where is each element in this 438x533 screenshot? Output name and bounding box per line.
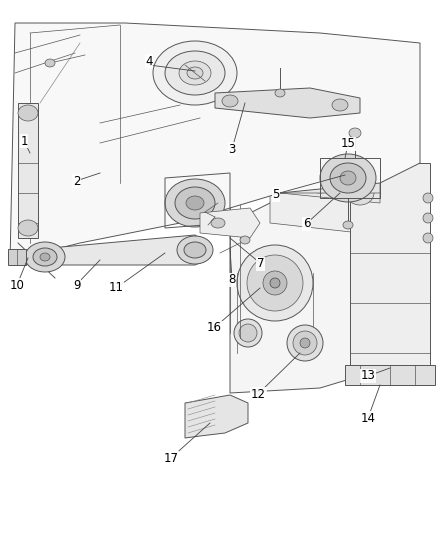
Ellipse shape (349, 128, 361, 138)
Ellipse shape (184, 242, 206, 258)
Ellipse shape (153, 41, 237, 105)
Ellipse shape (239, 324, 257, 342)
Ellipse shape (423, 233, 433, 243)
Polygon shape (8, 249, 26, 265)
Ellipse shape (340, 171, 356, 185)
Ellipse shape (33, 248, 57, 266)
Ellipse shape (25, 242, 65, 272)
Ellipse shape (332, 99, 348, 111)
Text: 8: 8 (229, 273, 236, 286)
Ellipse shape (165, 179, 225, 227)
Polygon shape (28, 235, 210, 265)
Text: 10: 10 (10, 279, 25, 292)
Text: 3: 3 (229, 143, 236, 156)
Text: 2: 2 (73, 175, 81, 188)
Ellipse shape (222, 95, 238, 107)
Text: 4: 4 (145, 55, 153, 68)
Polygon shape (200, 208, 260, 238)
Text: 11: 11 (109, 281, 124, 294)
Ellipse shape (263, 271, 287, 295)
Ellipse shape (423, 193, 433, 203)
Text: 1: 1 (20, 135, 28, 148)
Polygon shape (235, 133, 380, 193)
Ellipse shape (18, 105, 38, 121)
Ellipse shape (40, 253, 50, 261)
Polygon shape (270, 143, 420, 233)
Polygon shape (10, 23, 420, 263)
Ellipse shape (270, 278, 280, 288)
Text: 6: 6 (303, 217, 311, 230)
Text: 15: 15 (341, 138, 356, 150)
Polygon shape (280, 143, 380, 203)
Ellipse shape (287, 325, 323, 361)
Text: 7: 7 (257, 257, 265, 270)
Ellipse shape (234, 319, 262, 347)
Ellipse shape (330, 163, 366, 193)
Polygon shape (230, 153, 430, 393)
Ellipse shape (211, 218, 225, 228)
Ellipse shape (275, 89, 285, 97)
Ellipse shape (187, 67, 203, 79)
Polygon shape (18, 103, 38, 238)
Ellipse shape (175, 187, 215, 219)
Text: 5: 5 (272, 188, 279, 201)
Ellipse shape (18, 220, 38, 236)
Text: 17: 17 (163, 452, 178, 465)
Ellipse shape (343, 221, 353, 229)
Ellipse shape (45, 59, 55, 67)
Text: 16: 16 (207, 321, 222, 334)
Ellipse shape (300, 338, 310, 348)
Ellipse shape (423, 213, 433, 223)
Ellipse shape (179, 61, 211, 85)
Ellipse shape (247, 255, 303, 311)
Polygon shape (215, 88, 360, 118)
Polygon shape (345, 365, 435, 385)
Ellipse shape (346, 181, 374, 205)
Text: 12: 12 (251, 388, 266, 401)
Ellipse shape (293, 331, 317, 355)
Text: 9: 9 (73, 279, 81, 292)
Polygon shape (350, 163, 430, 385)
Ellipse shape (320, 154, 376, 202)
Ellipse shape (165, 51, 225, 95)
Ellipse shape (177, 236, 213, 264)
Polygon shape (185, 395, 248, 438)
Text: 14: 14 (360, 412, 375, 425)
Ellipse shape (240, 236, 250, 244)
Ellipse shape (237, 245, 313, 321)
Ellipse shape (300, 163, 340, 193)
Text: 13: 13 (360, 369, 375, 382)
Ellipse shape (186, 196, 204, 210)
